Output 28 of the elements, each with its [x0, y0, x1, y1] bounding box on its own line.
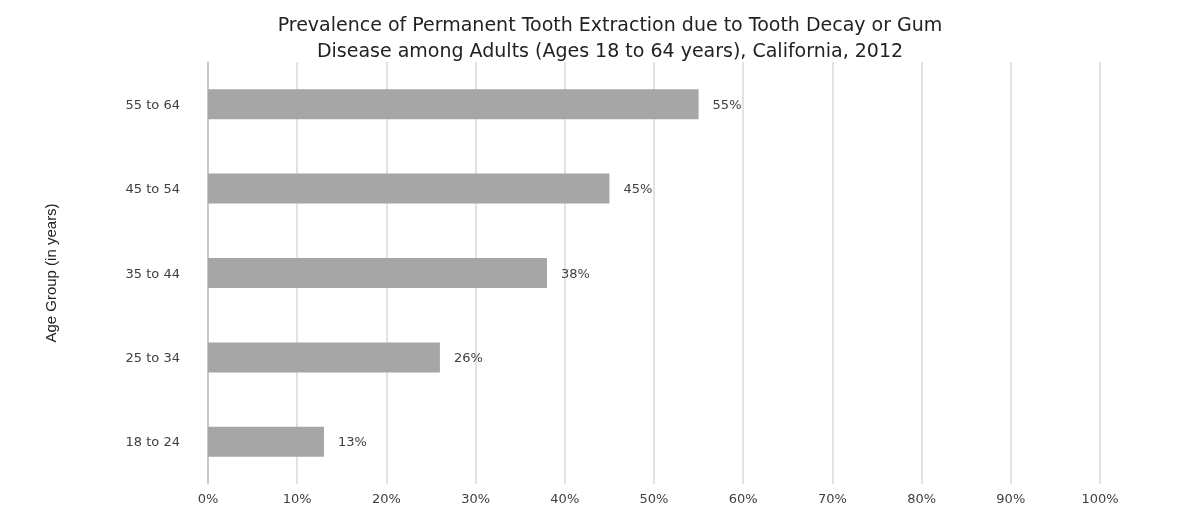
x-tick-label: 70% — [817, 491, 847, 506]
x-tick-label: 50% — [639, 491, 669, 506]
y-tick-label: 18 to 24 — [125, 434, 180, 450]
bar — [208, 89, 699, 120]
x-tick-label: 10% — [282, 491, 312, 506]
y-tick-label: 35 to 44 — [125, 265, 180, 281]
chart-title: Prevalence of Permanent Tooth Extraction due to Tooth Decay or Gum Disease among Adults (Ages 18 to 64 years), California, 2012 — [277, 13, 943, 61]
bar — [208, 426, 324, 457]
data-label: 26% — [453, 349, 483, 365]
y-tick-label: 25 to 34 — [125, 349, 180, 365]
y-tick-label: 55 to 64 — [125, 96, 180, 112]
x-tick-label: 80% — [907, 491, 937, 506]
bar — [208, 173, 610, 204]
data-label: 38% — [560, 265, 590, 281]
x-tick-label: 20% — [371, 491, 401, 506]
y-axis-title: Age Group (in years) — [42, 203, 59, 343]
bar — [208, 258, 547, 288]
x-tick-label: 90% — [996, 491, 1026, 506]
data-label: 55% — [712, 96, 742, 112]
bar — [208, 342, 440, 373]
x-tick-label: 30% — [461, 491, 491, 506]
x-tick-label: 100% — [1081, 491, 1119, 506]
data-label: 13% — [337, 434, 367, 450]
y-tick-label: 45 to 54 — [125, 181, 180, 197]
x-tick-label: 0% — [197, 491, 219, 506]
data-label: 45% — [623, 181, 653, 197]
x-tick-label: 60% — [728, 491, 758, 506]
x-tick-label: 40% — [550, 491, 580, 506]
